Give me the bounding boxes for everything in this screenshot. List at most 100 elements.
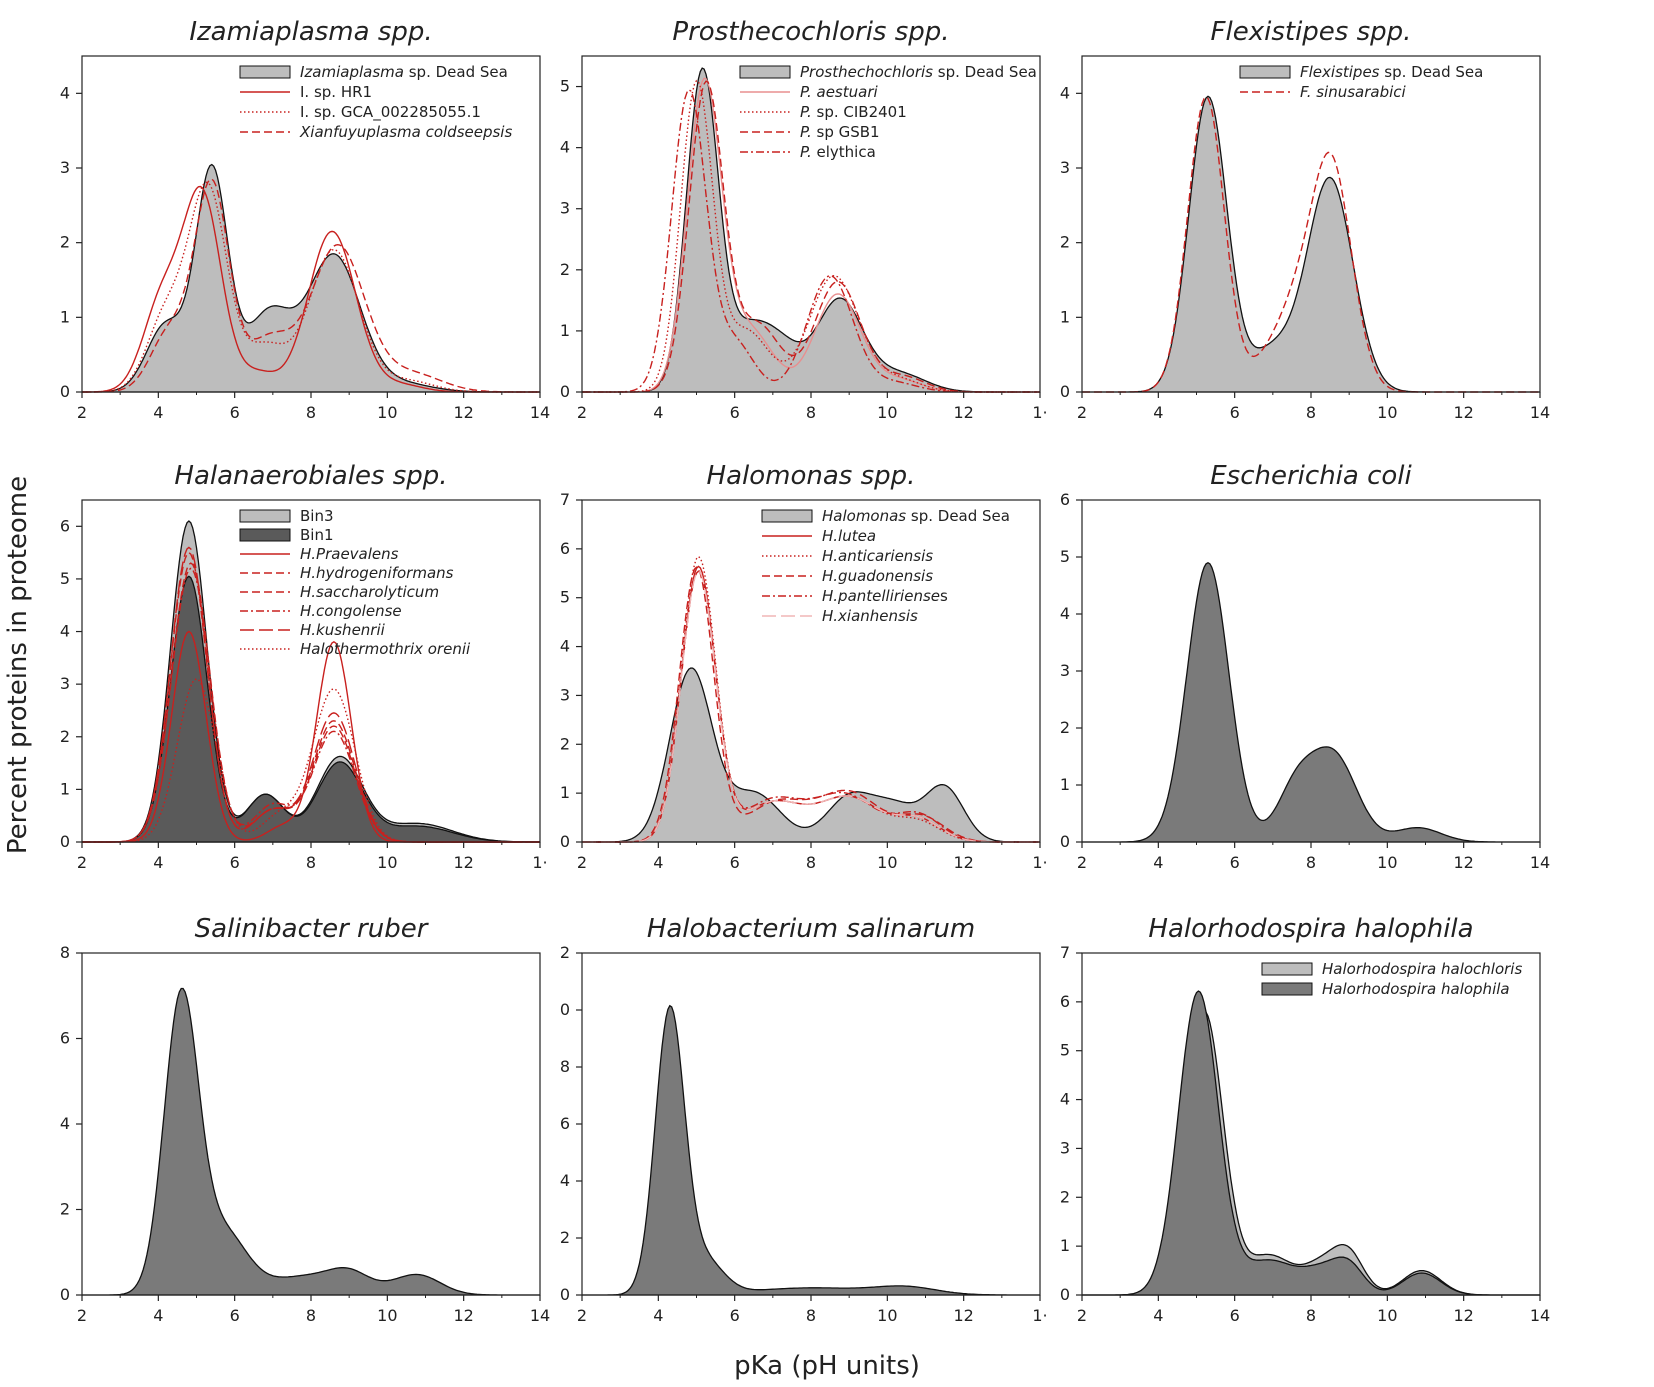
x-tick-label: 12: [453, 403, 473, 422]
y-tick-label: 4: [560, 138, 570, 157]
y-tick-label: 4: [1060, 604, 1070, 623]
panel-prosthecochloris: Prosthecochloris spp.2 4 6 8 10 12 1·012345Pro…: [560, 17, 1048, 422]
series-area: [82, 987, 540, 1296]
x-tick-label: 6: [230, 853, 240, 872]
y-tick-label: 5: [1060, 1041, 1070, 1060]
legend-label: Halorhodospira halochloris: [1322, 960, 1522, 978]
y-tick-label: 0: [560, 1000, 570, 1019]
legend-label: H.hydrogeniformans: [300, 564, 454, 582]
y-tick-label: 7: [1060, 943, 1070, 962]
legend-label: H.anticariensis: [822, 547, 933, 565]
y-tick-label: 2: [560, 943, 570, 962]
panel-flexistipes: Flexistipes spp.2 4 6 8 10 12 1401234Flexistip…: [1060, 17, 1550, 422]
legend-label: Xianfuyuplasma coldseepsis: [299, 123, 512, 141]
legend-swatch: [239, 509, 291, 523]
legend-label: Flexistipes sp. Dead Sea: [1300, 63, 1483, 81]
panel-title: Halomonas spp.: [707, 461, 916, 491]
y-tick-label: 0: [60, 382, 70, 401]
y-tick-label: 1: [560, 321, 570, 340]
legend-label: H.saccharolyticum: [300, 583, 439, 601]
y-tick-label: 6: [560, 539, 570, 558]
y-tick-label: 4: [1060, 83, 1070, 102]
x-tick-label: 2: [1077, 853, 1087, 872]
series-area: [82, 163, 540, 393]
x-tick-label: 2: [1077, 403, 1087, 422]
y-tick-label: 4: [560, 1171, 570, 1190]
legend-label: H.pantellirienses: [822, 587, 948, 605]
x-tick-label: 10: [1377, 1306, 1397, 1325]
x-tick-label: 8: [1306, 853, 1316, 872]
y-tick-label: 1: [1060, 307, 1070, 326]
panel-title: Flexistipes spp.: [1211, 17, 1412, 47]
y-tick-label: 1: [1060, 1236, 1070, 1255]
y-tick-label: 6: [560, 1114, 570, 1133]
x-tick-label: 4: [1153, 403, 1163, 422]
x-tick-label: 2: [77, 853, 87, 872]
x-tick-label: 6: [230, 1306, 240, 1325]
legend-label: Halothermothrix orenii: [300, 640, 471, 658]
legend-label: H.xianhensis: [822, 607, 918, 625]
legend: Halomonas sp. Dead Sea H.lutea H.anticarie…: [761, 507, 1010, 625]
y-tick-label: 0: [1060, 1285, 1070, 1304]
panel-izamiaplasma: Izamiaplasma spp.2 4 6 8 10 12 1401234Izamiapl…: [60, 17, 550, 422]
x-tick-label: 4: [653, 403, 663, 422]
panel-title: Escherichia coli: [1210, 461, 1412, 491]
x-tick-label: 12: [953, 1306, 973, 1325]
series-line: [82, 562, 540, 843]
legend-swatch: [1261, 962, 1313, 976]
y-tick-label: 3: [60, 674, 70, 693]
x-tick-label: 14: [1530, 853, 1550, 872]
x-tick-label: 12: [953, 853, 973, 872]
x-tick-label: 10: [377, 1306, 397, 1325]
legend-label: Bin3: [300, 507, 334, 525]
x-tick-label: 6: [1230, 853, 1240, 872]
x-tick-label: 4: [1153, 853, 1163, 872]
y-tick-label: 0: [560, 382, 570, 401]
x-tick-label: 14: [1530, 403, 1550, 422]
x-tick-label: 2: [577, 853, 587, 872]
y-tick-label: 2: [560, 1228, 570, 1247]
legend: Prosthechochloris sp. Dead Sea P. aestuar…: [739, 63, 1037, 161]
y-tick-label: 5: [560, 77, 570, 96]
y-tick-label: 3: [1060, 1138, 1070, 1157]
y-tick-label: 7: [560, 490, 570, 509]
series-area: [582, 667, 1040, 843]
legend-label: F. sinusarabici: [1300, 83, 1407, 101]
y-tick-label: 1: [60, 779, 70, 798]
x-tick-label: 8: [806, 1306, 816, 1325]
x-tick-label: 6: [1230, 1306, 1240, 1325]
x-tick-label: 6: [230, 403, 240, 422]
series-area: [582, 1004, 1040, 1296]
x-tick-label: 10: [377, 403, 397, 422]
x-tick-label: 6: [730, 1306, 740, 1325]
legend-label: H.kushenrii: [300, 621, 386, 639]
y-tick-label: 2: [60, 727, 70, 746]
series-line: [582, 570, 1040, 843]
y-tick-label: 2: [1060, 1187, 1070, 1206]
x-tick-label: 12: [953, 403, 973, 422]
series-line: [582, 555, 1040, 843]
y-tick-label: 2: [1060, 233, 1070, 252]
legend-label: I. sp. GCA_002285055.1: [300, 103, 481, 122]
x-tick-label: 4: [153, 403, 163, 422]
panel-title: Salinibacter ruber: [195, 914, 430, 944]
x-tick-label: 14: [530, 403, 550, 422]
y-tick-label: 8: [60, 943, 70, 962]
series-line: [82, 181, 540, 393]
x-tick-label: 4: [653, 853, 663, 872]
x-tick-label: 2: [77, 1306, 87, 1325]
x-tick-label: 4: [153, 853, 163, 872]
y-tick-label: 4: [60, 622, 70, 641]
y-tick-label: 4: [60, 83, 70, 102]
x-tick-label: 4: [153, 1306, 163, 1325]
y-tick-label: 0: [1060, 382, 1070, 401]
x-axis-label: pKa (pH units): [734, 1351, 920, 1381]
y-tick-label: 0: [60, 832, 70, 851]
legend-swatch: [1239, 65, 1291, 79]
panel-title: Halobacterium salinarum: [647, 914, 975, 944]
x-tick-label: 10: [877, 403, 897, 422]
